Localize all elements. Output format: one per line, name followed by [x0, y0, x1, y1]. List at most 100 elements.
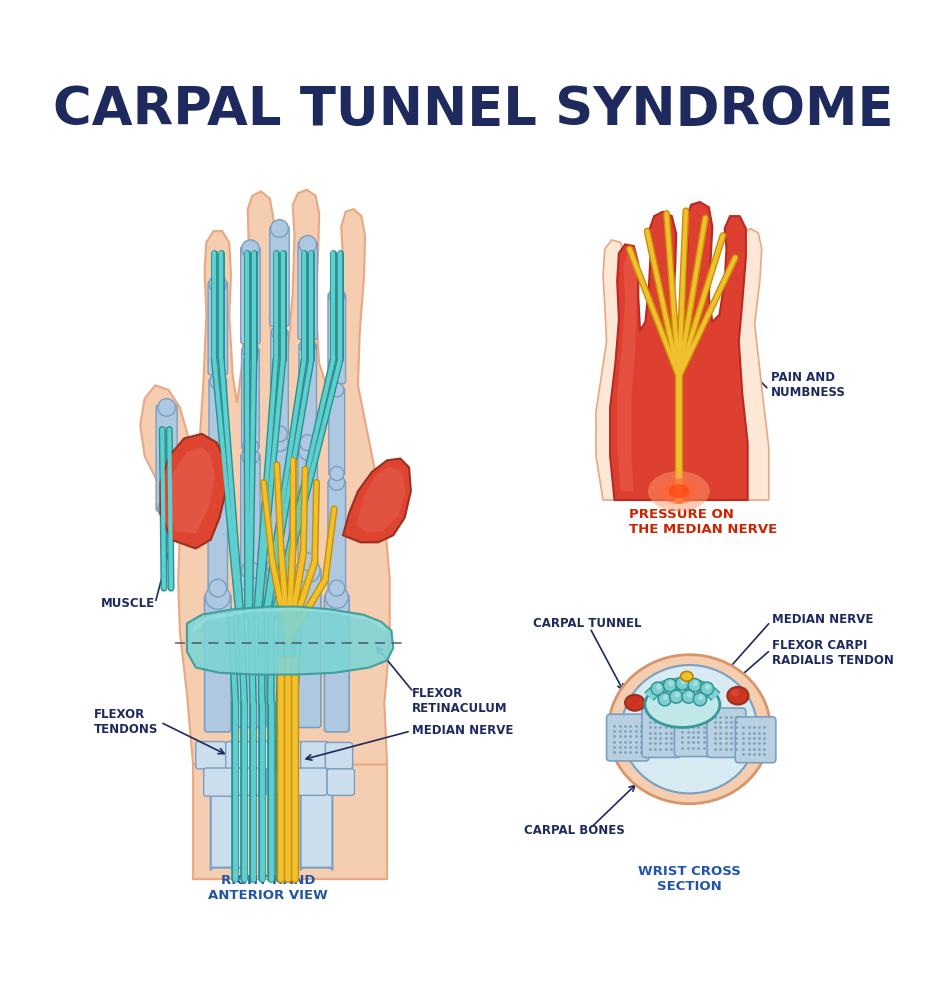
Circle shape: [272, 325, 288, 340]
Circle shape: [241, 447, 259, 465]
FancyBboxPatch shape: [271, 331, 288, 436]
Circle shape: [158, 399, 175, 416]
FancyBboxPatch shape: [270, 441, 289, 559]
FancyBboxPatch shape: [241, 246, 260, 344]
Polygon shape: [193, 720, 387, 879]
Circle shape: [329, 474, 345, 490]
FancyBboxPatch shape: [252, 742, 280, 769]
Circle shape: [242, 439, 259, 455]
FancyBboxPatch shape: [735, 717, 776, 763]
Text: WRIST CROSS
SECTION: WRIST CROSS SECTION: [638, 865, 741, 893]
Circle shape: [681, 679, 686, 684]
FancyBboxPatch shape: [266, 563, 293, 727]
FancyBboxPatch shape: [211, 773, 242, 870]
Circle shape: [241, 562, 259, 579]
Text: FLEXOR CARPI
RADIALIS TENDON: FLEXOR CARPI RADIALIS TENDON: [773, 639, 894, 667]
Circle shape: [652, 682, 664, 695]
Circle shape: [295, 558, 320, 583]
Circle shape: [701, 682, 714, 695]
Polygon shape: [160, 434, 225, 548]
FancyBboxPatch shape: [241, 348, 259, 449]
FancyBboxPatch shape: [299, 344, 316, 444]
Circle shape: [329, 288, 345, 303]
Circle shape: [687, 692, 692, 697]
Polygon shape: [596, 228, 769, 500]
Polygon shape: [170, 447, 215, 534]
FancyBboxPatch shape: [325, 594, 349, 732]
Circle shape: [300, 435, 315, 451]
FancyBboxPatch shape: [236, 768, 265, 795]
Circle shape: [329, 580, 345, 596]
FancyBboxPatch shape: [607, 714, 649, 761]
FancyBboxPatch shape: [329, 388, 345, 475]
Ellipse shape: [659, 479, 698, 504]
FancyBboxPatch shape: [328, 481, 346, 590]
Text: PRESSURE ON
THE MEDIAN NERVE: PRESSURE ON THE MEDIAN NERVE: [630, 508, 777, 536]
Circle shape: [682, 690, 695, 703]
FancyBboxPatch shape: [328, 293, 346, 384]
FancyBboxPatch shape: [225, 742, 254, 770]
Circle shape: [299, 553, 316, 571]
FancyBboxPatch shape: [297, 768, 327, 795]
Text: RIGHT HAND
ANTERIOR VIEW: RIGHT HAND ANTERIOR VIEW: [208, 874, 328, 902]
Ellipse shape: [681, 671, 693, 681]
Circle shape: [670, 690, 683, 703]
FancyBboxPatch shape: [300, 773, 332, 870]
FancyBboxPatch shape: [266, 768, 296, 795]
Polygon shape: [193, 608, 387, 632]
FancyBboxPatch shape: [196, 742, 225, 769]
Circle shape: [658, 693, 671, 706]
Ellipse shape: [669, 484, 689, 498]
Circle shape: [209, 469, 226, 487]
Text: FLEXOR
TENDONS: FLEXOR TENDONS: [95, 708, 159, 736]
FancyBboxPatch shape: [298, 242, 317, 340]
Circle shape: [242, 342, 259, 358]
Circle shape: [693, 681, 698, 686]
Circle shape: [664, 679, 677, 692]
FancyBboxPatch shape: [674, 705, 713, 757]
Circle shape: [271, 220, 288, 237]
Circle shape: [663, 695, 669, 700]
Circle shape: [267, 554, 292, 578]
Text: MUSCLE: MUSCLE: [100, 597, 154, 610]
Circle shape: [209, 275, 226, 293]
Text: PAIN AND
NUMBNESS: PAIN AND NUMBNESS: [771, 371, 846, 399]
Circle shape: [676, 677, 689, 690]
Circle shape: [330, 383, 344, 397]
Circle shape: [674, 692, 680, 697]
Circle shape: [210, 373, 225, 389]
FancyBboxPatch shape: [241, 454, 260, 572]
FancyBboxPatch shape: [205, 594, 231, 732]
FancyBboxPatch shape: [208, 476, 227, 590]
FancyBboxPatch shape: [204, 768, 236, 796]
FancyBboxPatch shape: [298, 450, 317, 563]
FancyBboxPatch shape: [300, 742, 329, 769]
Circle shape: [272, 426, 288, 442]
Circle shape: [300, 338, 315, 354]
Circle shape: [693, 693, 706, 706]
Ellipse shape: [645, 682, 720, 727]
Text: CARPAL TUNNEL SYNDROME: CARPAL TUNNEL SYNDROME: [53, 84, 894, 136]
Polygon shape: [187, 607, 393, 675]
Circle shape: [158, 500, 175, 518]
FancyBboxPatch shape: [237, 577, 263, 727]
Text: MEDIAN NERVE: MEDIAN NERVE: [773, 613, 874, 626]
FancyBboxPatch shape: [156, 405, 177, 511]
Circle shape: [698, 695, 704, 700]
Ellipse shape: [731, 690, 740, 697]
Circle shape: [669, 681, 673, 686]
Circle shape: [271, 434, 288, 452]
FancyBboxPatch shape: [209, 379, 226, 471]
FancyBboxPatch shape: [270, 226, 289, 326]
Circle shape: [241, 240, 259, 258]
Circle shape: [330, 466, 344, 481]
Circle shape: [238, 567, 262, 592]
Text: CARPAL BONES: CARPAL BONES: [524, 824, 624, 837]
FancyBboxPatch shape: [208, 281, 227, 375]
Polygon shape: [617, 246, 638, 491]
Circle shape: [688, 679, 702, 692]
Ellipse shape: [727, 687, 748, 705]
Circle shape: [209, 579, 226, 597]
Text: CARPAL TUNNEL: CARPAL TUNNEL: [532, 617, 641, 630]
Text: FLEXOR
RETINACULUM: FLEXOR RETINACULUM: [412, 687, 508, 715]
